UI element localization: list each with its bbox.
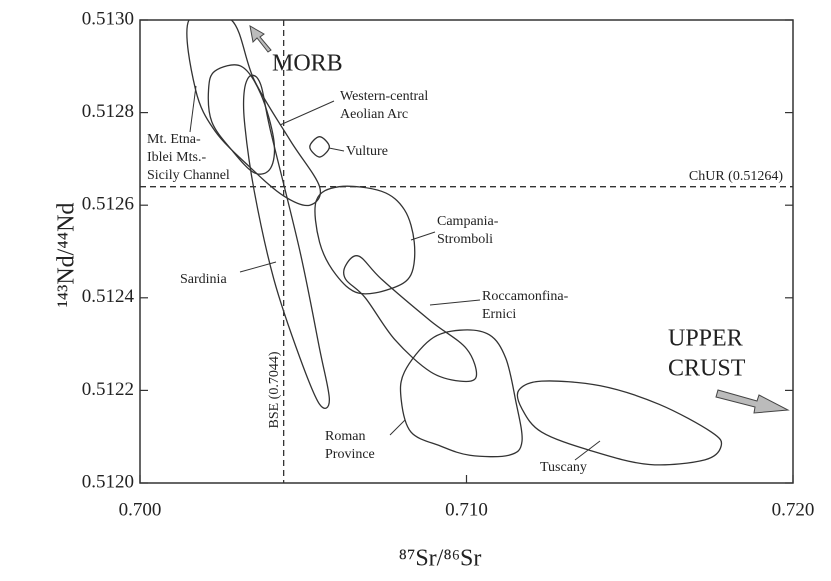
field-label: Sardinia bbox=[180, 272, 227, 287]
annotation: MORB bbox=[272, 51, 343, 77]
leader-line bbox=[410, 231, 436, 241]
leader-line bbox=[239, 261, 277, 273]
field-label: Stromboli bbox=[437, 232, 493, 247]
crust-arrow bbox=[715, 389, 790, 414]
x-tick-label: 0.720 bbox=[772, 499, 815, 520]
plot-frame bbox=[139, 19, 794, 484]
field-label: Roccamonfina- bbox=[482, 289, 569, 304]
field-label: Aeolian Arc bbox=[340, 107, 408, 122]
y-tick-label: 0.5126 bbox=[82, 194, 134, 215]
leader-line bbox=[189, 85, 197, 133]
morb-arrow bbox=[249, 25, 272, 53]
field-outline bbox=[242, 74, 331, 409]
field-label: Ernici bbox=[482, 307, 516, 322]
field-label: Sicily Channel bbox=[147, 168, 230, 183]
field-outline bbox=[343, 255, 478, 383]
x-tick-label: 0.700 bbox=[119, 499, 162, 520]
field-label: Tuscany bbox=[540, 460, 587, 475]
field-outline bbox=[207, 64, 276, 175]
y-tick-label: 0.5128 bbox=[82, 101, 134, 122]
field-label: Iblei Mts.- bbox=[147, 150, 206, 165]
y-tick-label: 0.5130 bbox=[82, 8, 134, 29]
ref-line-label: ChUR (0.51264) bbox=[689, 169, 783, 184]
field-label: Mt. Etna- bbox=[147, 132, 201, 147]
y-tick-label: 0.5122 bbox=[82, 379, 134, 400]
field-outline bbox=[309, 136, 331, 158]
ref-line-label: BSE (0.7044) bbox=[267, 351, 282, 428]
field-label: Vulture bbox=[346, 144, 388, 159]
field-outline bbox=[186, 20, 321, 207]
field-label: Province bbox=[325, 447, 375, 462]
field-label: Western-central bbox=[340, 89, 428, 104]
fields bbox=[186, 20, 723, 466]
y-axis-label: ¹⁴³Nd/⁴⁴Nd bbox=[54, 203, 80, 308]
field-outline bbox=[399, 329, 523, 458]
field-outline bbox=[314, 185, 416, 295]
y-tick-label: 0.5120 bbox=[82, 471, 134, 492]
x-tick-label: 0.710 bbox=[445, 499, 488, 520]
leader-line bbox=[389, 419, 406, 436]
annotation: CRUST bbox=[668, 356, 746, 382]
x-axis-label: ⁸⁷Sr/⁸⁶Sr bbox=[399, 546, 482, 572]
y-tick-label: 0.5124 bbox=[82, 286, 135, 307]
field-label: Campania- bbox=[437, 214, 499, 229]
leader-line bbox=[328, 147, 345, 152]
leader-line bbox=[574, 440, 601, 461]
leader-line bbox=[429, 299, 481, 306]
field-label: Roman bbox=[325, 429, 365, 444]
field-outline bbox=[516, 380, 723, 466]
annotation: UPPER bbox=[668, 326, 743, 352]
leader-line bbox=[279, 100, 335, 126]
